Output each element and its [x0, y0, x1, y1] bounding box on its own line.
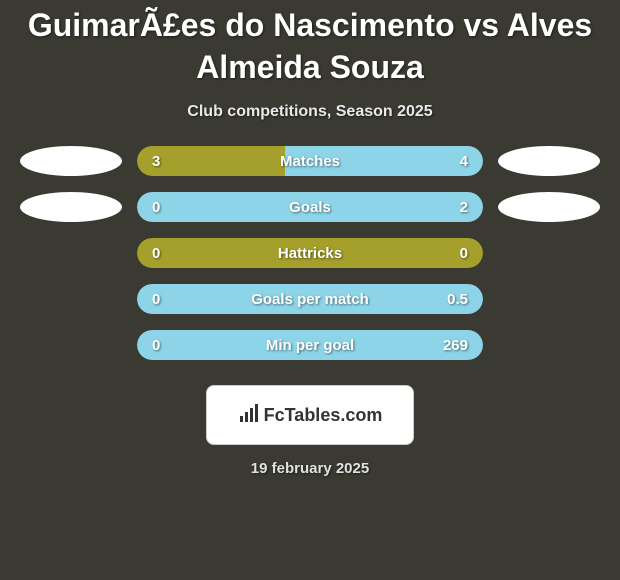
stat-left-value: 0: [152, 199, 160, 216]
stat-left-value: 3: [152, 153, 160, 170]
page-title: GuimarÃ£es do Nascimento vs Alves Almeid…: [20, 5, 600, 88]
stat-row: 3 Matches 4: [0, 146, 620, 176]
stats-container: 3 Matches 4 0 Goals 2 0 Hattricks 0 0 Goals per ma…: [0, 146, 620, 360]
subtitle: Club competitions, Season 2025: [187, 103, 432, 121]
stat-right-value: 0: [460, 245, 468, 262]
stat-bar: 0 Hattricks 0: [137, 238, 483, 268]
stat-bar: 0 Goals 2: [137, 192, 483, 222]
date-text: 19 february 2025: [251, 460, 369, 477]
logo-text: FcTables.com: [264, 405, 383, 426]
stat-left-value: 0: [152, 291, 160, 308]
stat-row: 0 Goals per match 0.5: [0, 284, 620, 314]
stat-bar: 0 Goals per match 0.5: [137, 284, 483, 314]
right-ellipse: [498, 146, 600, 176]
stat-label: Hattricks: [278, 245, 342, 262]
stat-right-value: 269: [443, 337, 468, 354]
stat-label: Matches: [280, 153, 340, 170]
stat-left-value: 0: [152, 245, 160, 262]
left-ellipse: [20, 192, 122, 222]
right-ellipse: [498, 192, 600, 222]
stat-right-value: 2: [460, 199, 468, 216]
stat-row: 0 Min per goal 269: [0, 330, 620, 360]
stat-label: Goals per match: [251, 291, 369, 308]
stat-left-value: 0: [152, 337, 160, 354]
stat-bar: 0 Min per goal 269: [137, 330, 483, 360]
stat-row: 0 Goals 2: [0, 192, 620, 222]
stat-right-value: 0.5: [447, 291, 468, 308]
stat-right-value: 4: [460, 153, 468, 170]
stat-bar: 3 Matches 4: [137, 146, 483, 176]
stat-label: Min per goal: [266, 337, 354, 354]
logo-box: FcTables.com: [206, 385, 414, 445]
left-ellipse: [20, 146, 122, 176]
chart-icon: [238, 402, 260, 429]
stat-label: Goals: [289, 199, 331, 216]
stat-row: 0 Hattricks 0: [0, 238, 620, 268]
